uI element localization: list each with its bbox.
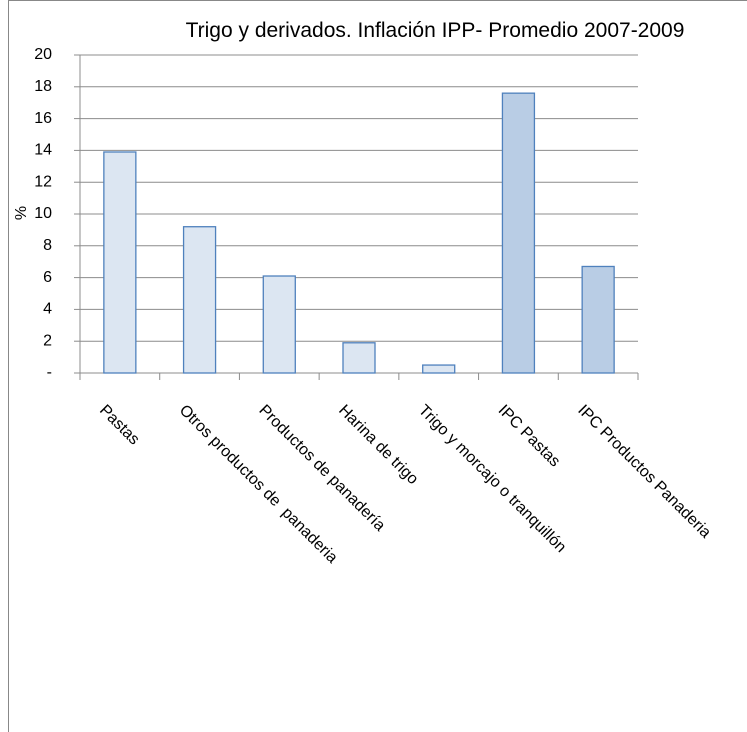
y-tick-label: 2 — [43, 332, 52, 349]
x-tick-label: Harina de trigo — [335, 402, 421, 488]
bar — [182, 226, 217, 374]
y-tick-label: - — [47, 364, 52, 381]
bar — [422, 364, 456, 374]
x-tick-label: Pastas — [96, 402, 143, 449]
x-tick-label: Trigo y morcajo o tranquillón — [415, 402, 569, 556]
y-tick-label: 16 — [34, 110, 52, 127]
y-tick-label: 18 — [34, 78, 52, 95]
y-tick-label: 4 — [43, 301, 52, 318]
chart-frame — [8, 0, 747, 732]
y-tick-label: 14 — [34, 142, 52, 159]
x-tick-label: IPC Productos Panaderia — [574, 402, 714, 542]
x-tick-label: Otros productos de panaderia — [176, 402, 341, 567]
y-tick-label: 20 — [34, 46, 52, 63]
bar — [342, 342, 376, 374]
bar — [262, 275, 296, 374]
chart-title: Trigo y derivados. Inflación IPP- Promed… — [185, 19, 685, 42]
y-tick-label: 10 — [34, 205, 52, 222]
bar — [501, 92, 536, 374]
y-axis-label: % — [13, 206, 30, 220]
x-tick-label: IPC Pastas — [495, 402, 564, 471]
bar — [581, 265, 615, 374]
bar — [103, 151, 137, 374]
y-tick-label: 12 — [34, 173, 52, 190]
y-tick-label: 8 — [43, 237, 52, 254]
y-tick-label: 6 — [43, 269, 52, 286]
